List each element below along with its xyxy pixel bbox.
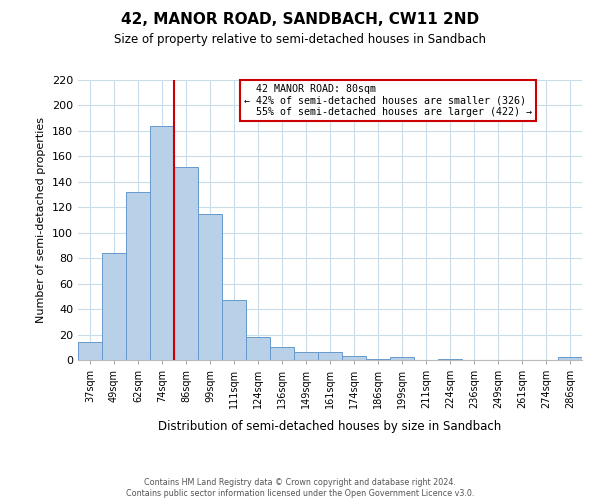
- Text: 42 MANOR ROAD: 80sqm  
← 42% of semi-detached houses are smaller (326)
  55% of : 42 MANOR ROAD: 80sqm ← 42% of semi-detac…: [244, 84, 532, 117]
- Bar: [174, 166, 198, 360]
- Bar: [102, 253, 126, 360]
- Bar: [246, 337, 270, 360]
- Bar: [558, 358, 582, 360]
- Bar: [438, 358, 462, 360]
- Text: Size of property relative to semi-detached houses in Sandbach: Size of property relative to semi-detach…: [114, 32, 486, 46]
- X-axis label: Distribution of semi-detached houses by size in Sandbach: Distribution of semi-detached houses by …: [158, 420, 502, 432]
- Bar: [150, 126, 174, 360]
- Y-axis label: Number of semi-detached properties: Number of semi-detached properties: [37, 117, 46, 323]
- Bar: [342, 356, 366, 360]
- Bar: [126, 192, 150, 360]
- Bar: [78, 342, 102, 360]
- Bar: [390, 358, 414, 360]
- Text: 42, MANOR ROAD, SANDBACH, CW11 2ND: 42, MANOR ROAD, SANDBACH, CW11 2ND: [121, 12, 479, 28]
- Bar: [222, 300, 246, 360]
- Bar: [198, 214, 222, 360]
- Text: Contains HM Land Registry data © Crown copyright and database right 2024.
Contai: Contains HM Land Registry data © Crown c…: [126, 478, 474, 498]
- Bar: [294, 352, 318, 360]
- Bar: [366, 358, 390, 360]
- Bar: [270, 348, 294, 360]
- Bar: [318, 352, 342, 360]
